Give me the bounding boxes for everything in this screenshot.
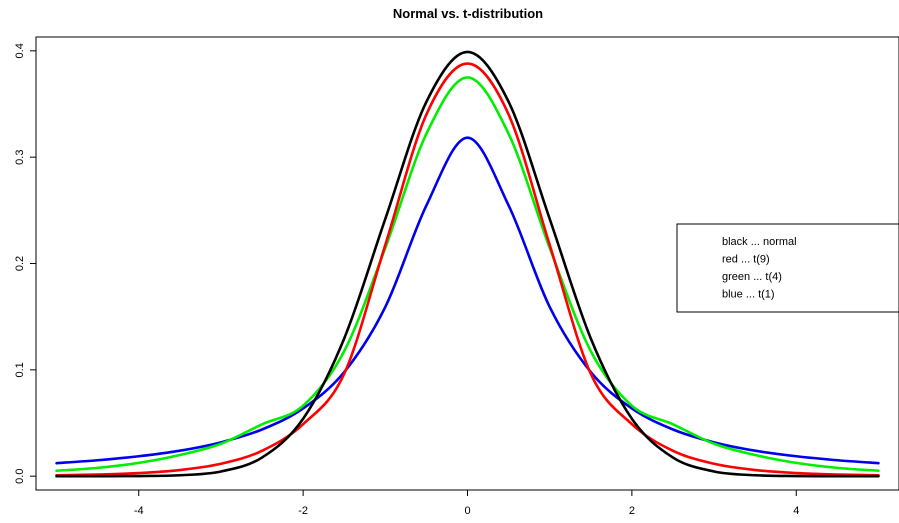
y-tick-label: 0.2 bbox=[14, 256, 26, 271]
legend-entry: black ... normal bbox=[722, 236, 797, 248]
series-line-1 bbox=[55, 62, 880, 477]
series-line-2 bbox=[55, 76, 880, 473]
legend-entry: blue ... t(1) bbox=[722, 289, 775, 301]
y-tick-label: 0.0 bbox=[14, 469, 26, 484]
y-tick-label: 0.4 bbox=[14, 43, 26, 58]
legend: black ... normal red ... t(9) green ... t(… bbox=[676, 223, 899, 313]
series-line-0 bbox=[55, 50, 880, 478]
legend-entry: red ... t(9) bbox=[722, 254, 770, 266]
x-axis: -4 -2 0 2 4 bbox=[134, 489, 799, 517]
legend-entry: green ... t(4) bbox=[722, 271, 782, 283]
y-axis: 0.0 0.1 0.2 0.3 0.4 bbox=[14, 43, 37, 484]
legend-box bbox=[676, 223, 899, 313]
series-line-3 bbox=[55, 136, 880, 465]
x-tick-label: 0 bbox=[464, 505, 470, 517]
y-tick-label: 0.1 bbox=[14, 362, 26, 377]
x-tick-label: -4 bbox=[134, 505, 144, 517]
x-tick-label: 4 bbox=[793, 505, 799, 517]
y-tick-label: 0.3 bbox=[14, 150, 26, 165]
x-tick-label: 2 bbox=[629, 505, 635, 517]
series-layer bbox=[55, 50, 880, 478]
chart-title: Normal vs. t-distribution bbox=[393, 6, 543, 21]
x-tick-label: -2 bbox=[298, 505, 308, 517]
